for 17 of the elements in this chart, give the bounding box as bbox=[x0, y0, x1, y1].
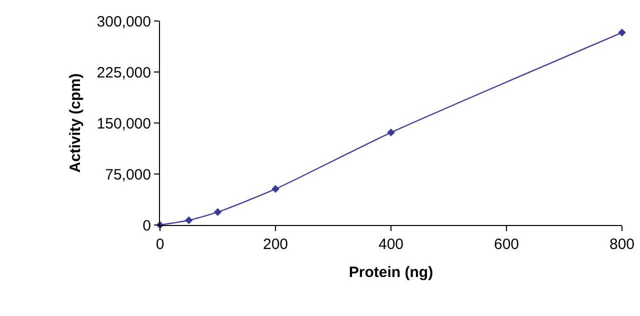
x-tick-label: 400 bbox=[378, 236, 404, 253]
point bbox=[272, 185, 280, 193]
point bbox=[184, 216, 193, 224]
y-tick-label: 300,000 bbox=[96, 13, 151, 30]
point bbox=[618, 28, 626, 36]
y-tick-label: 225,000 bbox=[96, 64, 151, 82]
y-tick-label: 75,000 bbox=[105, 166, 151, 184]
y-tick-label: 150,000 bbox=[96, 115, 151, 132]
x-tick-label: 800 bbox=[609, 236, 635, 253]
y-axis-title: Activity (cpm) bbox=[67, 73, 84, 173]
x-tick-label: 600 bbox=[494, 236, 520, 253]
x-tick-label: 200 bbox=[262, 236, 288, 253]
y-tick-label: 0 bbox=[142, 217, 151, 234]
x-axis-title: Protein (ng) bbox=[348, 264, 434, 281]
x-tick-label: 0 bbox=[156, 236, 164, 253]
point bbox=[214, 208, 222, 216]
point bbox=[387, 128, 395, 136]
